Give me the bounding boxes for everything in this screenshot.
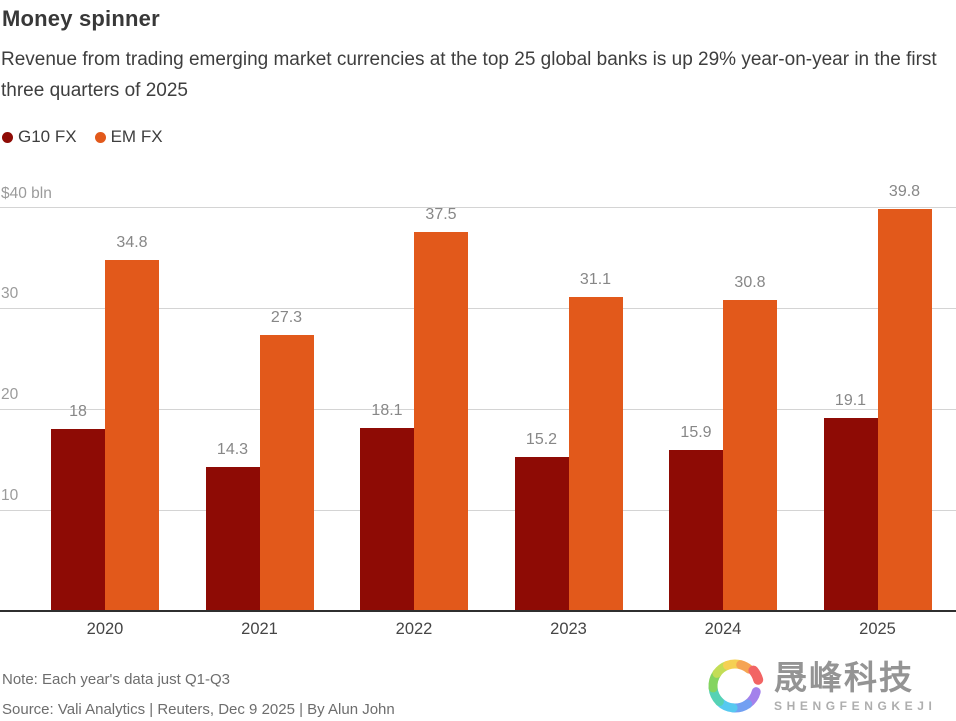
value-label-2020-em-fx: 34.8 <box>116 233 148 251</box>
chart-legend: G10 FX EM FX <box>2 127 163 147</box>
value-label-2020-g10-fx: 18 <box>69 403 87 421</box>
g10-fx-swatch-icon <box>2 131 13 143</box>
value-label-2024-em-fx: 30.8 <box>734 273 766 291</box>
value-label-2025-em-fx: 39.8 <box>888 183 921 201</box>
legend-item-g10-fx: G10 FX <box>2 127 77 147</box>
bar-2021-g10-fx <box>205 466 260 611</box>
bar-2020-em-fx <box>105 259 159 611</box>
x-axis-line <box>0 610 956 612</box>
gridline-30 <box>0 307 956 309</box>
legend-item-em-fx: EM FX <box>94 127 163 147</box>
plot-area: 10 20 30 2020 18 34.8 2021 14.3 27.3 2022 18.1 37.5… <box>0 183 956 638</box>
value-label-2021-em-fx: 27.3 <box>270 309 303 327</box>
em-fx-swatch-icon <box>94 131 106 143</box>
y-axis-unit-label: $40 bln <box>1 185 52 202</box>
watermark-cjk-text: 晟峰科技 <box>774 657 914 697</box>
bar-2023-g10-fx <box>514 457 569 611</box>
y-tick-label-20: 20 <box>1 386 19 403</box>
value-label-2022-g10-fx: 18.1 <box>371 402 403 420</box>
gridline-10 <box>0 509 956 511</box>
bar-2021-em-fx <box>259 335 314 611</box>
legend-label-em-fx: EM FX <box>110 127 163 146</box>
watermark: 晟峰科技 SHENGFENGKEJI <box>704 655 937 717</box>
x-tick-label-2021: 2021 <box>241 620 278 638</box>
shengfeng-logo-icon <box>708 659 764 713</box>
y-tick-label-30: 30 <box>1 285 19 302</box>
gridline-40 <box>0 206 956 208</box>
y-tick-label-10: 10 <box>1 487 19 504</box>
x-tick-label-2024: 2024 <box>704 620 742 638</box>
x-tick-label-2023: 2023 <box>550 620 587 638</box>
value-label-2021-g10-fx: 14.3 <box>216 440 249 458</box>
value-label-2025-g10-fx: 19.1 <box>834 392 867 410</box>
bar-2022-em-fx <box>414 232 468 611</box>
value-label-2023-g10-fx: 15.2 <box>525 431 558 449</box>
chart-title: Money spinner <box>2 6 160 31</box>
source-text: Source: Vali Analytics | Reuters, Dec 9 … <box>2 701 395 718</box>
x-tick-label-2025: 2025 <box>859 620 896 638</box>
chart-subtitle: Revenue from trading emerging market cur… <box>1 49 937 101</box>
x-tick-label-2020: 2020 <box>86 620 124 638</box>
bar-2023-em-fx <box>568 296 623 611</box>
value-label-2022-em-fx: 37.5 <box>425 206 457 224</box>
bar-2024-g10-fx <box>669 450 723 611</box>
value-label-2024-g10-fx: 15.9 <box>680 424 712 442</box>
bar-2024-em-fx <box>723 299 777 611</box>
note-text: Note: Each year's data just Q1-Q3 <box>2 671 230 688</box>
x-tick-label-2022: 2022 <box>395 620 433 638</box>
legend-label-g10-fx: G10 FX <box>18 127 77 146</box>
watermark-latin-text: SHENGFENGKEJI <box>774 698 937 713</box>
gridline-20 <box>0 408 956 410</box>
bar-2025-em-fx <box>877 209 932 611</box>
bar-2020-g10-fx <box>51 429 105 611</box>
value-label-2023-em-fx: 31.1 <box>579 270 612 288</box>
watermark-text: 晟峰科技 SHENGFENGKEJI <box>774 657 937 713</box>
bar-2025-g10-fx <box>823 418 878 611</box>
bar-2022-g10-fx <box>360 428 414 611</box>
